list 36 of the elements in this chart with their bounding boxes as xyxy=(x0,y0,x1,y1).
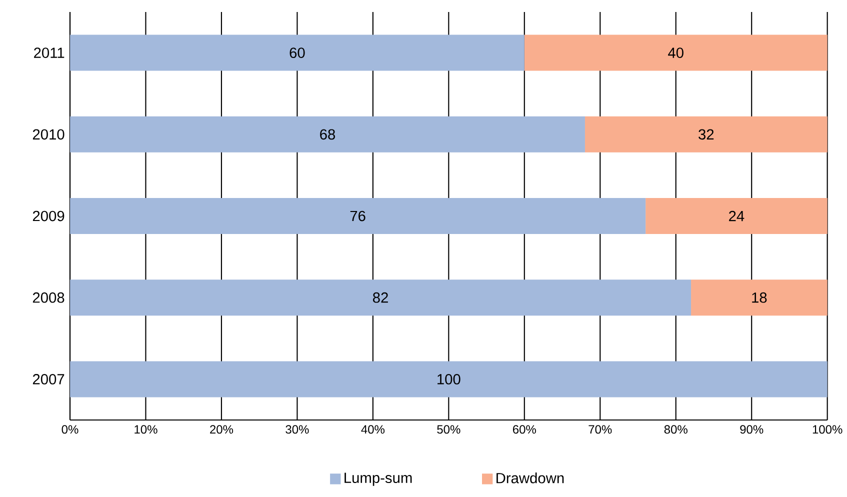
bar xyxy=(70,116,585,152)
bar xyxy=(70,280,692,316)
x-tick-label: 80% xyxy=(664,425,688,434)
x-tick-label: 20% xyxy=(210,425,234,434)
x-tick-label: 0% xyxy=(62,425,78,434)
data-label: 76 xyxy=(350,210,366,222)
data-label: 60 xyxy=(290,48,305,58)
y-tick-label: 2007 xyxy=(32,374,64,384)
x-tick-label: 60% xyxy=(513,425,536,434)
bar xyxy=(524,34,828,71)
y-tick-label: 2010 xyxy=(32,129,64,140)
data-label: 100 xyxy=(438,374,460,384)
data-label: 24 xyxy=(729,210,744,222)
bar xyxy=(70,34,524,71)
legend-label: Drawdown xyxy=(496,472,564,484)
bar xyxy=(584,116,828,152)
y-tick-label: 2009 xyxy=(32,210,64,222)
y-tick-label: 2008 xyxy=(32,292,64,303)
x-tick-label: 30% xyxy=(286,425,309,434)
data-label: 82 xyxy=(372,292,388,303)
x-tick-label: 50% xyxy=(437,425,460,434)
data-label: 68 xyxy=(320,129,335,140)
data-label: 32 xyxy=(698,129,714,140)
x-tick-label: 40% xyxy=(361,425,385,434)
x-tick-label: 100% xyxy=(812,425,842,434)
bar xyxy=(70,361,828,398)
x-tick-label: 90% xyxy=(740,425,764,434)
data-label: 40 xyxy=(668,48,684,58)
data-label: 18 xyxy=(752,292,767,303)
bar xyxy=(646,198,828,234)
x-tick-label: 70% xyxy=(588,425,612,434)
bar xyxy=(70,198,646,234)
y-tick-label: 2011 xyxy=(34,48,64,58)
x-tick-label: 10% xyxy=(134,425,158,434)
bar xyxy=(691,280,828,316)
legend-label: Lump-sum xyxy=(344,472,412,486)
